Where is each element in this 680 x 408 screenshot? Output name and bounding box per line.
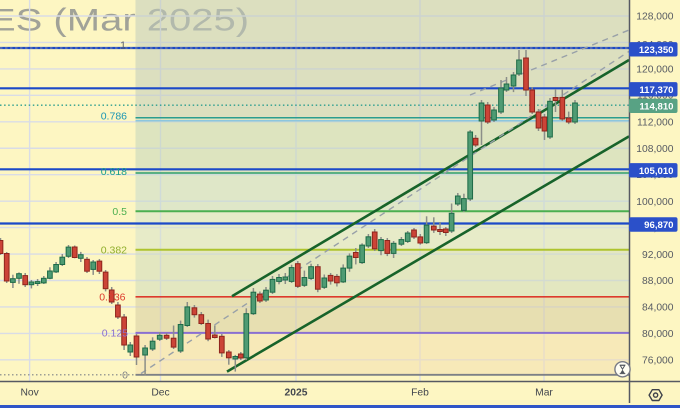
svg-text:123,350: 123,350	[639, 45, 674, 56]
svg-text:0.236: 0.236	[99, 292, 125, 304]
svg-text:88,000: 88,000	[642, 276, 674, 287]
svg-text:117,370: 117,370	[639, 85, 673, 96]
svg-text:114,810: 114,810	[639, 101, 673, 112]
svg-text:76,000: 76,000	[642, 356, 674, 367]
svg-text:84,000: 84,000	[642, 303, 674, 314]
svg-text:112,000: 112,000	[637, 118, 674, 129]
svg-text:Feb: Feb	[411, 388, 429, 399]
svg-text:Mar: Mar	[535, 388, 553, 399]
svg-text:105,010: 105,010	[639, 166, 674, 177]
svg-text:Nov: Nov	[20, 388, 39, 399]
svg-text:0.5: 0.5	[112, 206, 127, 218]
svg-text:120,000: 120,000	[636, 65, 673, 76]
svg-text:0.125: 0.125	[102, 328, 128, 340]
svg-text:96,870: 96,870	[644, 220, 673, 231]
svg-text:0.382: 0.382	[101, 245, 127, 257]
svg-text:92,000: 92,000	[642, 250, 674, 261]
svg-text:1: 1	[120, 39, 126, 51]
svg-text:108,000: 108,000	[636, 144, 673, 155]
svg-text:0.786: 0.786	[101, 111, 127, 123]
svg-text:80,000: 80,000	[642, 329, 674, 340]
svg-text:2025: 2025	[285, 388, 308, 399]
svg-text:128,000: 128,000	[636, 12, 673, 23]
svg-text:100,000: 100,000	[636, 197, 673, 208]
svg-text:0.618: 0.618	[101, 166, 127, 178]
svg-text:0: 0	[122, 370, 128, 382]
svg-text:Dec: Dec	[151, 388, 169, 399]
